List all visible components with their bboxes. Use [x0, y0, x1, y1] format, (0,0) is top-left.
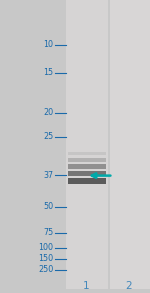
Bar — [68, 171, 106, 176]
Text: 25: 25 — [43, 132, 53, 141]
Bar — [68, 178, 106, 184]
Text: 150: 150 — [38, 254, 53, 263]
Text: 75: 75 — [43, 228, 53, 237]
Bar — [68, 152, 106, 155]
Bar — [68, 164, 106, 169]
Text: 15: 15 — [43, 68, 53, 77]
Bar — [68, 158, 106, 161]
Text: 20: 20 — [43, 108, 53, 117]
Text: 10: 10 — [43, 40, 53, 49]
Text: 50: 50 — [43, 202, 53, 211]
Text: 250: 250 — [38, 265, 53, 274]
Bar — [110, 0, 150, 289]
Text: 100: 100 — [38, 243, 53, 253]
Text: 1: 1 — [83, 281, 90, 291]
Text: 37: 37 — [43, 171, 53, 180]
Bar — [66, 0, 108, 289]
Text: 2: 2 — [125, 281, 132, 291]
